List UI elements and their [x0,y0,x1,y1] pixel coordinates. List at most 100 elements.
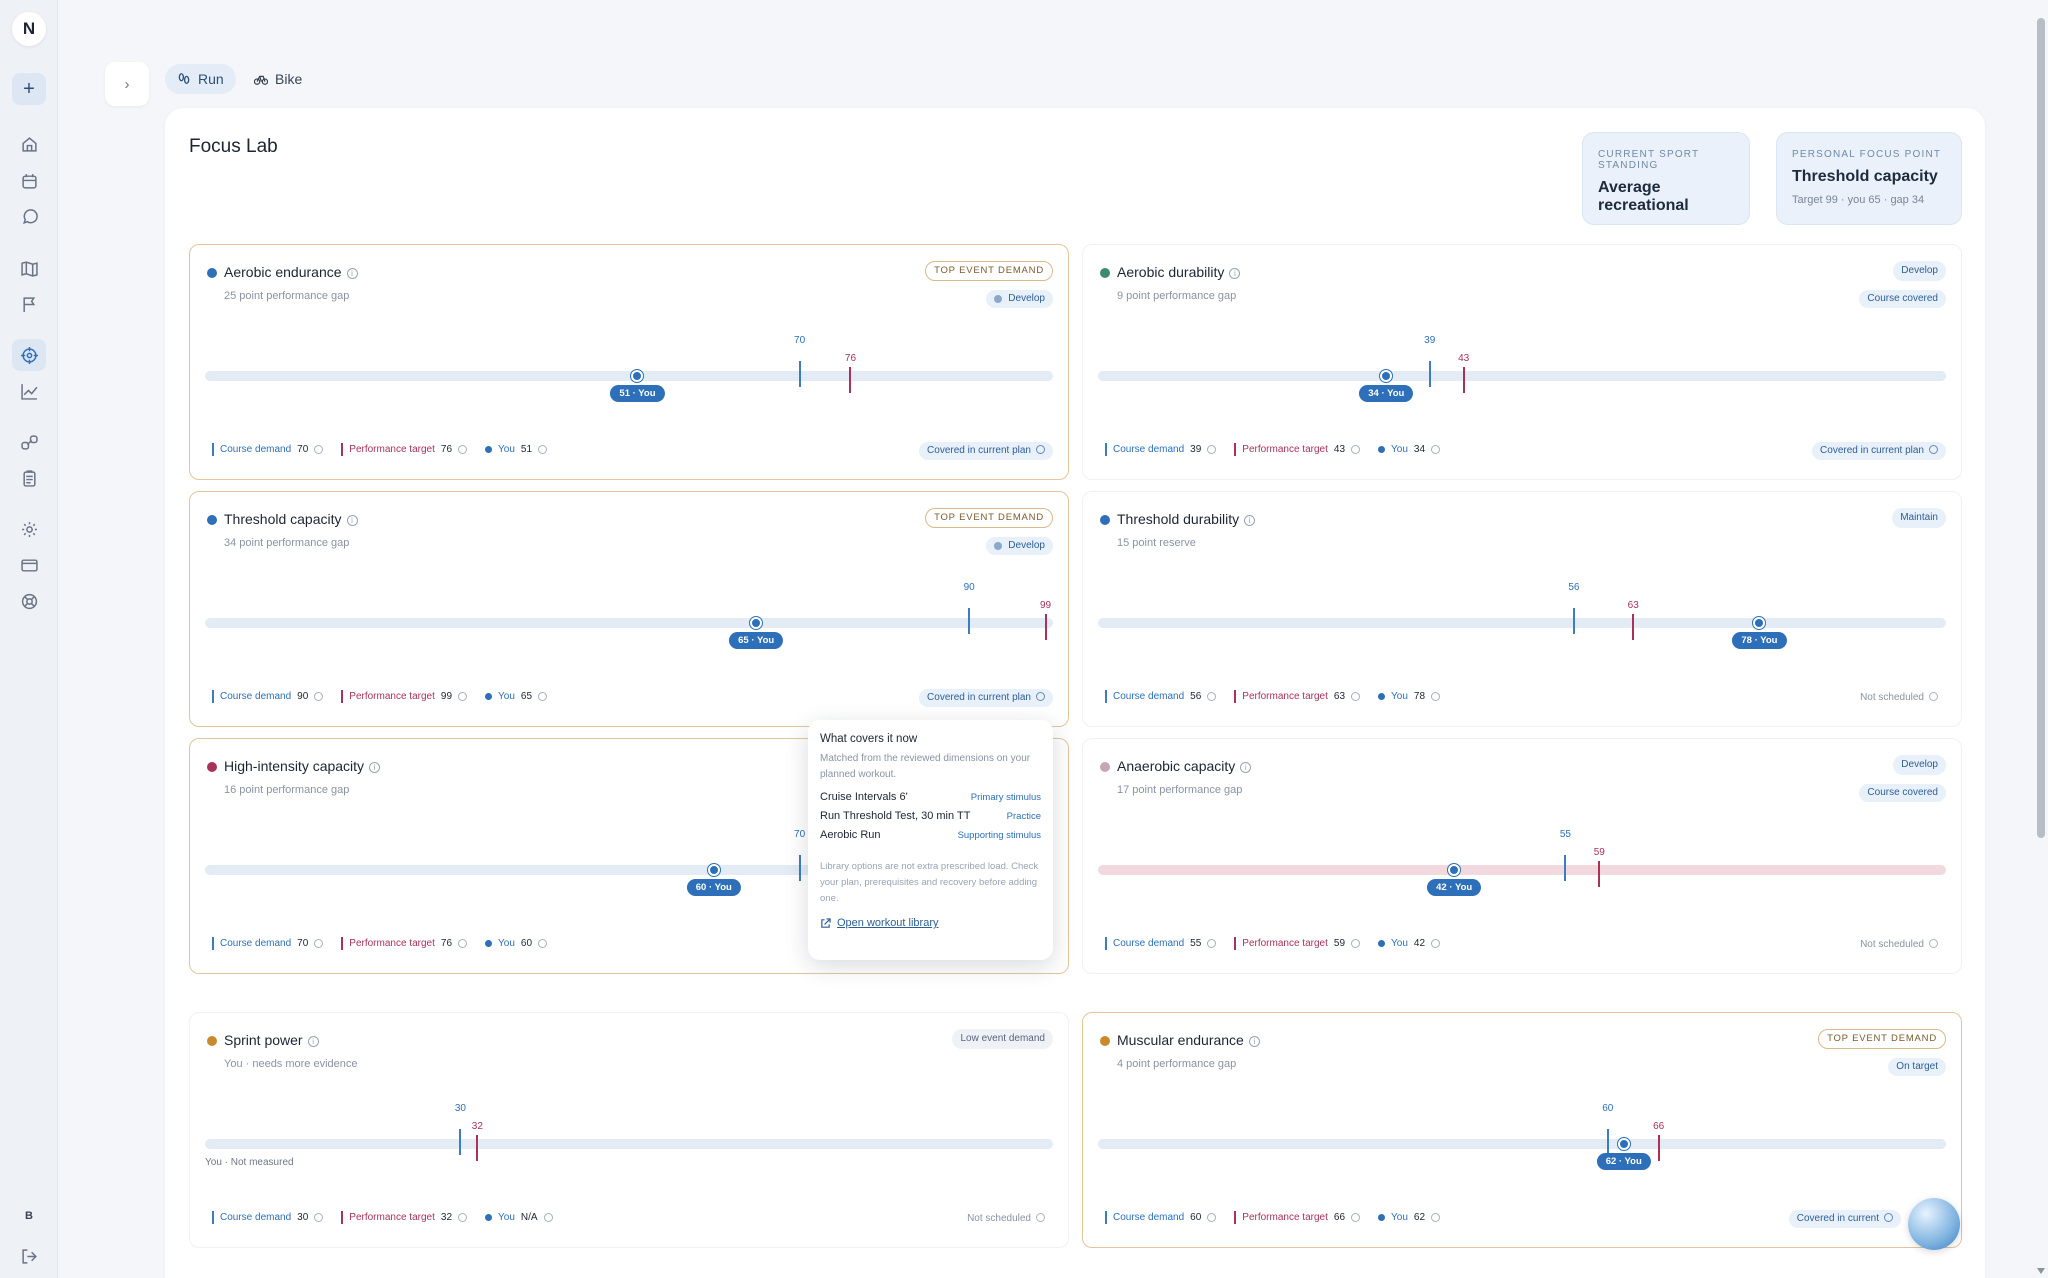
card-title-text: Muscular endurance [1117,1032,1244,1048]
calendar-icon[interactable] [12,165,46,197]
status-badge: Course covered [1859,784,1946,802]
info-icon[interactable] [1207,1213,1217,1222]
app-logo[interactable]: N [12,12,46,46]
logout-icon[interactable] [12,1240,46,1272]
info-icon[interactable]: i [1240,762,1252,773]
info-icon[interactable] [458,445,468,454]
workout-row[interactable]: Aerobic Run Supporting stimulus [820,829,1041,841]
legend-performance-target: Performance target 76 [341,937,468,950]
course-demand-marker [1428,361,1431,387]
plan-status[interactable]: Not scheduled [1852,936,1946,954]
user-avatar[interactable]: B [25,1210,33,1222]
info-icon[interactable] [1431,692,1441,701]
info-icon[interactable] [1207,939,1217,948]
card-title: Threshold durability i [1117,511,1256,527]
chat-icon[interactable] [12,201,46,233]
tab-run[interactable]: Run [165,64,236,94]
info-icon[interactable]: i [1229,268,1241,279]
info-icon[interactable] [1431,939,1441,948]
legend-value: 76 [440,444,453,455]
not-measured-label: You · Not measured [205,1157,294,1168]
info-icon[interactable] [1431,1213,1441,1222]
tab-bike[interactable]: Bike [242,64,314,94]
link-icon[interactable] [12,426,46,458]
legend-course-demand: Course demand 60 [1105,1211,1217,1224]
legend-value: N/A [520,1212,538,1223]
legend-label: Course demand [1113,938,1185,949]
progress-track [1098,618,1946,628]
scroll-down-arrow[interactable] [2037,1268,2045,1274]
info-icon[interactable] [314,445,324,454]
target-icon[interactable] [12,339,46,371]
info-icon[interactable] [538,692,548,701]
card-threshold-capacity: Threshold capacity i 34 point performance … [189,491,1069,727]
info-icon[interactable] [458,939,468,948]
you-label: 60 · You [686,879,741,896]
info-icon[interactable] [458,692,468,701]
info-icon [1884,1213,1893,1222]
info-icon[interactable]: i [1248,1036,1260,1047]
plan-status[interactable]: Covered in current plan [919,689,1053,707]
info-icon[interactable] [1431,445,1441,454]
focus-point-card: PERSONAL FOCUS POINT Threshold capacity … [1776,132,1962,225]
flag-icon[interactable] [12,288,46,320]
add-icon[interactable]: + [12,73,46,105]
info-icon[interactable] [1207,445,1217,454]
demand-bar-icon [1105,690,1107,703]
clipboard-icon[interactable] [12,462,46,494]
info-icon[interactable] [314,1213,324,1222]
legend-label: Performance target [349,1212,435,1223]
info-icon[interactable] [538,445,548,454]
chevron-right-icon: › [124,75,130,93]
support-icon[interactable] [12,585,46,617]
card-legend: Course demand 39 Performance target 43 You 34 [1105,443,1458,456]
legend-performance-target: Performance target 32 [341,1211,468,1224]
plan-status[interactable]: Not scheduled [959,1210,1053,1228]
card-title: Aerobic endurance i [224,264,358,280]
info-icon[interactable] [1207,692,1217,701]
legend-label: Course demand [220,938,292,949]
status-dot-icon [994,542,1003,550]
home-icon[interactable] [12,128,46,160]
info-icon[interactable] [538,939,548,948]
course-demand-value: 90 [963,582,975,593]
info-icon[interactable] [1351,692,1361,701]
info-icon[interactable]: i [369,762,381,773]
target-bar-icon [1234,937,1237,950]
scrollbar[interactable] [2037,18,2045,838]
plan-status[interactable]: Not scheduled [1852,689,1946,707]
you-marker [707,864,720,876]
open-workout-library-link[interactable]: Open workout library [820,917,1041,929]
plan-status[interactable]: Covered in current plan [1812,442,1946,460]
assistant-bubble[interactable] [1908,1198,1960,1250]
gear-icon[interactable] [12,513,46,545]
info-icon[interactable] [1351,445,1361,454]
you-marker [1448,864,1461,876]
performance-target-marker [1044,614,1047,640]
info-icon[interactable] [543,1213,553,1222]
expand-sidebar-button[interactable]: › [105,62,149,106]
workout-row[interactable]: Run Threshold Test, 30 min TT Practice [820,810,1041,822]
info-icon[interactable]: i [346,268,358,279]
card-legend: Course demand 30 Performance target 32 You N/… [212,1211,571,1224]
info-icon[interactable] [1351,939,1361,948]
card-icon[interactable] [12,549,46,581]
workout-row[interactable]: Cruise Intervals 6' Primary stimulus [820,791,1041,803]
you-marker [1380,370,1393,382]
info-icon[interactable] [458,1213,468,1222]
map-icon[interactable] [12,252,46,284]
info-icon[interactable] [1351,1213,1361,1222]
performance-target-marker [849,367,852,393]
course-demand-value: 56 [1568,582,1580,593]
info-icon[interactable]: i [307,1036,319,1047]
info-icon[interactable] [314,939,324,948]
plan-status[interactable]: Covered in current [1788,1210,1901,1228]
chart-icon[interactable] [12,375,46,407]
info-icon[interactable]: i [346,515,358,526]
you-dot-icon [485,940,493,947]
legend-performance-target: Performance target 59 [1234,937,1361,950]
plan-status[interactable]: Covered in current plan [919,442,1053,460]
info-icon[interactable] [314,692,324,701]
event-demand-tag: TOP EVENT DEMAND [1818,1029,1946,1049]
info-icon[interactable]: i [1244,515,1256,526]
